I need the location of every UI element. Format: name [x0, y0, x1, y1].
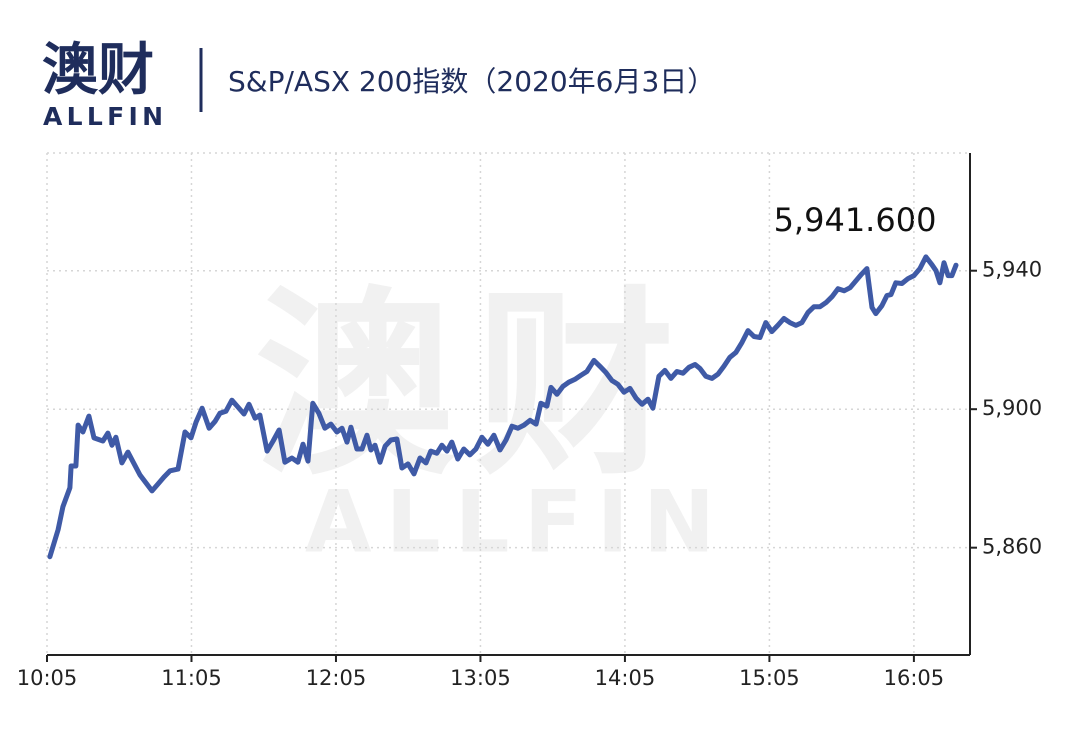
annotation: 5,941.600	[774, 201, 937, 239]
chart-title: S&P/ASX 200指数（2020年6月3日）	[228, 65, 715, 98]
series-line	[47, 254, 959, 560]
x-tick-label: 14:05	[595, 666, 656, 690]
x-tick-label: 13:05	[450, 666, 511, 690]
watermark-name: 澳财	[255, 270, 675, 503]
x-tick-label: 11:05	[161, 666, 222, 690]
logo-subname: ALLFIN	[43, 102, 163, 131]
x-tick-label: 16:05	[884, 666, 945, 690]
y-tick-label: 5,900	[982, 396, 1042, 420]
x-tick-label: 15:05	[739, 666, 800, 690]
x-tick-label: 10:05	[17, 666, 78, 690]
logo-name: 澳财	[42, 38, 154, 103]
y-tick-label: 5,940	[982, 258, 1042, 282]
x-tick-label: 12:05	[306, 666, 367, 690]
y-tick-label: 5,860	[982, 535, 1042, 559]
